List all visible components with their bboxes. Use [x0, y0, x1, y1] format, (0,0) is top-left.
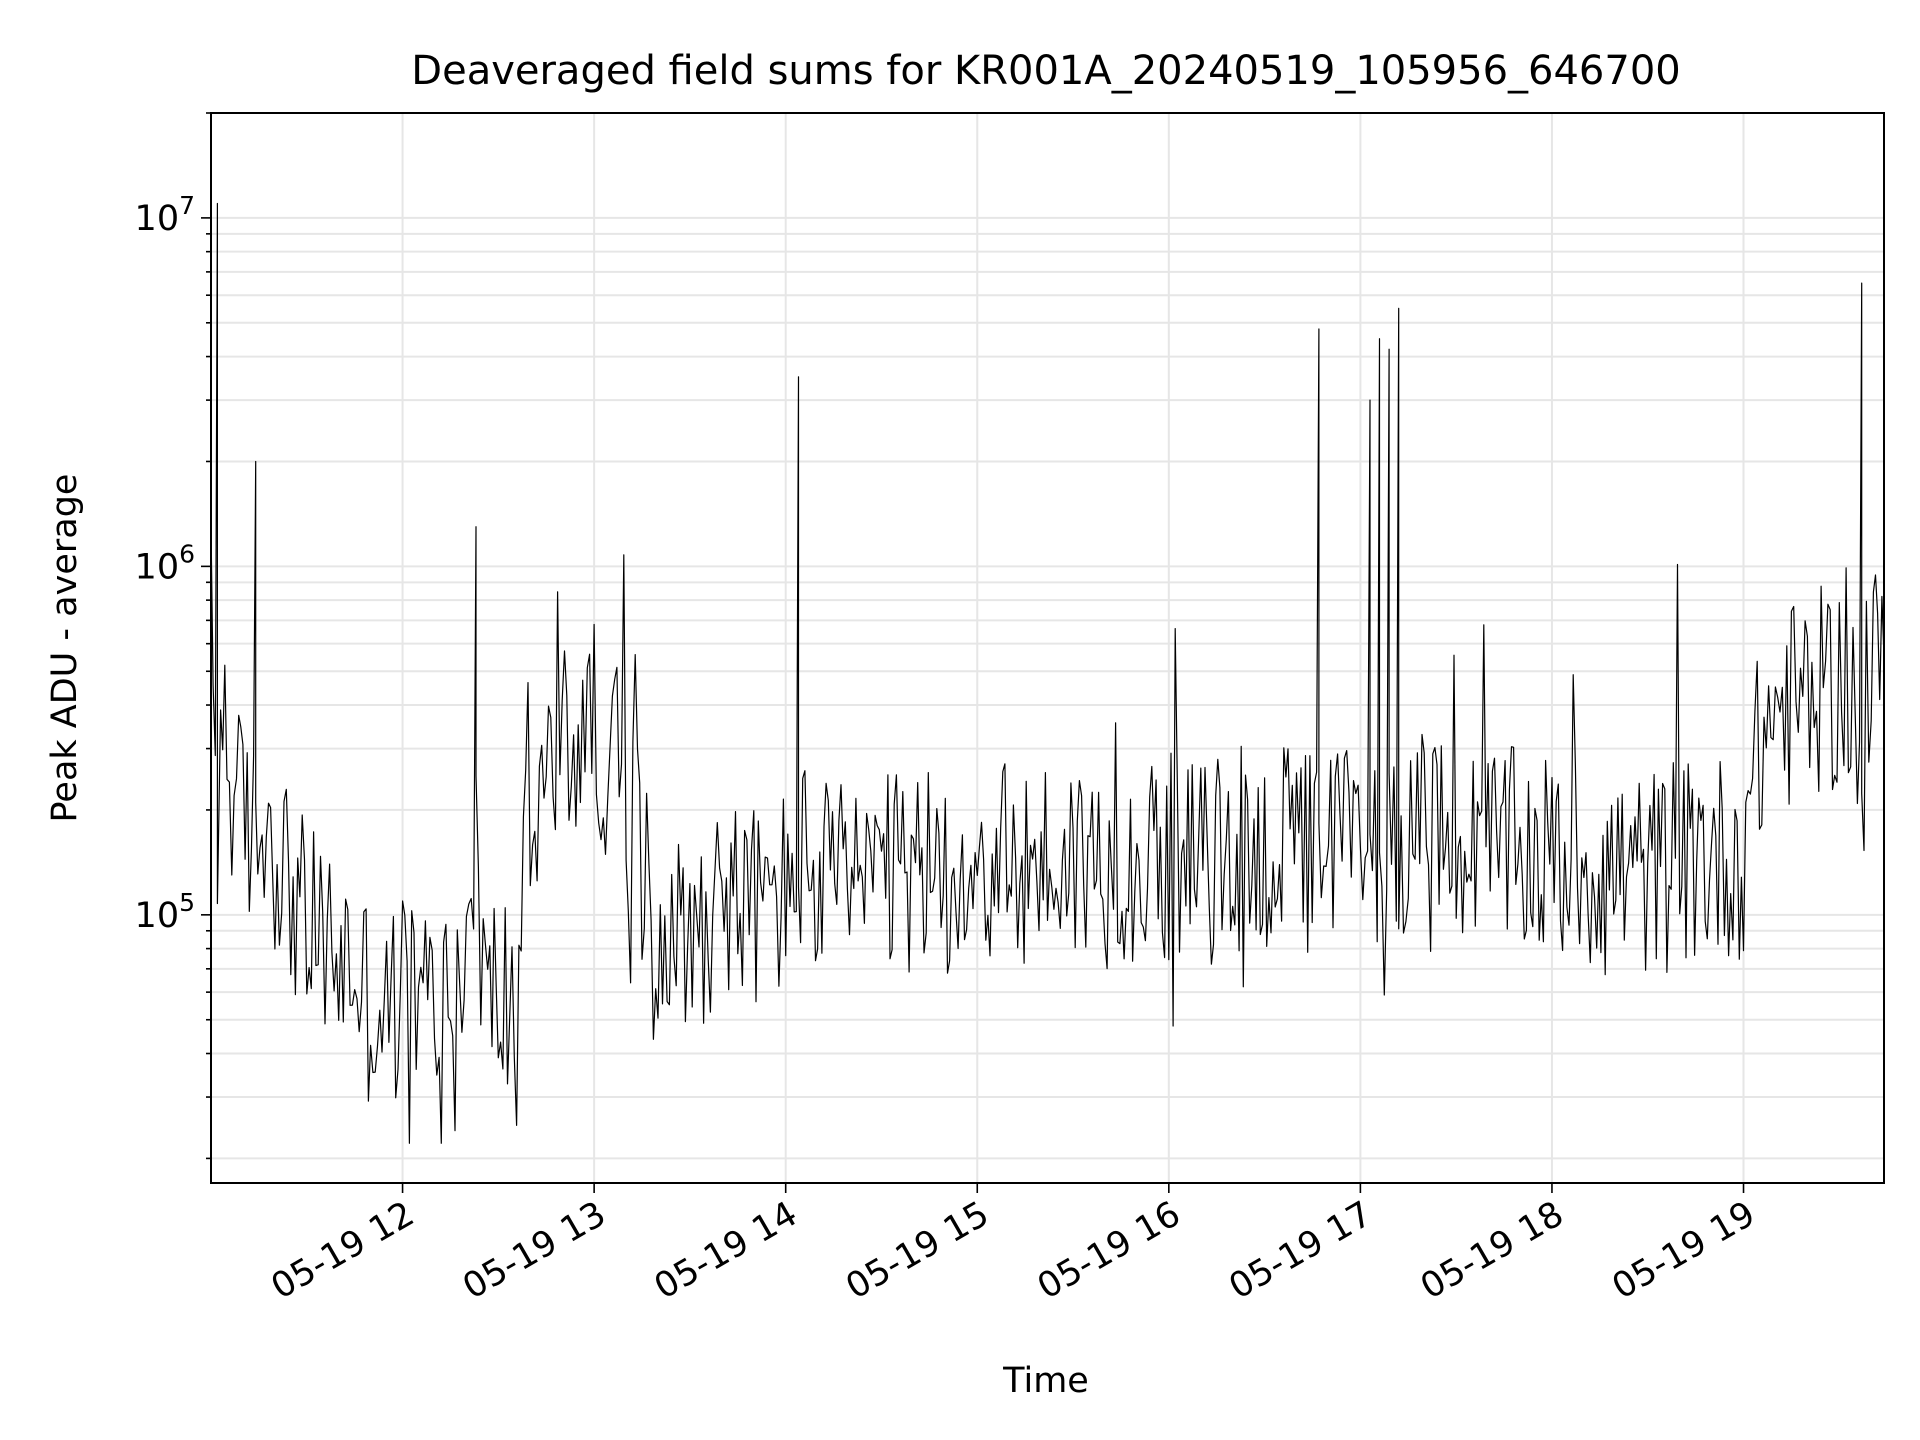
x-axis-label: Time — [1002, 1361, 1089, 1401]
y-axis: 105 106 107 — [135, 112, 211, 1160]
chart-title: Deaveraged field sums for KR001A_2024051… — [411, 48, 1680, 94]
y-tick-label: 107 — [135, 191, 195, 239]
y-tick-label: 105 — [135, 888, 195, 936]
x-tick-label: 05-19 19 — [1606, 1194, 1762, 1307]
x-tick-label: 05-19 14 — [648, 1194, 804, 1307]
x-axis: 05-19 12 05-19 13 05-19 14 05-19 15 05-19 16… — [265, 1183, 1762, 1307]
x-tick-label: 05-19 16 — [1031, 1194, 1187, 1307]
x-tick-label: 05-19 12 — [265, 1194, 421, 1307]
plot-frame — [210, 112, 1885, 1184]
y-tick-label: 106 — [135, 539, 195, 587]
x-tick-label: 05-19 18 — [1414, 1194, 1570, 1307]
x-tick-label: 05-19 15 — [839, 1194, 995, 1307]
y-axis-label: Peak ADU - average — [45, 474, 85, 823]
x-tick-label: 05-19 17 — [1223, 1194, 1379, 1307]
series-line — [211, 202, 1884, 1144]
x-tick-label: 05-19 13 — [456, 1194, 612, 1307]
